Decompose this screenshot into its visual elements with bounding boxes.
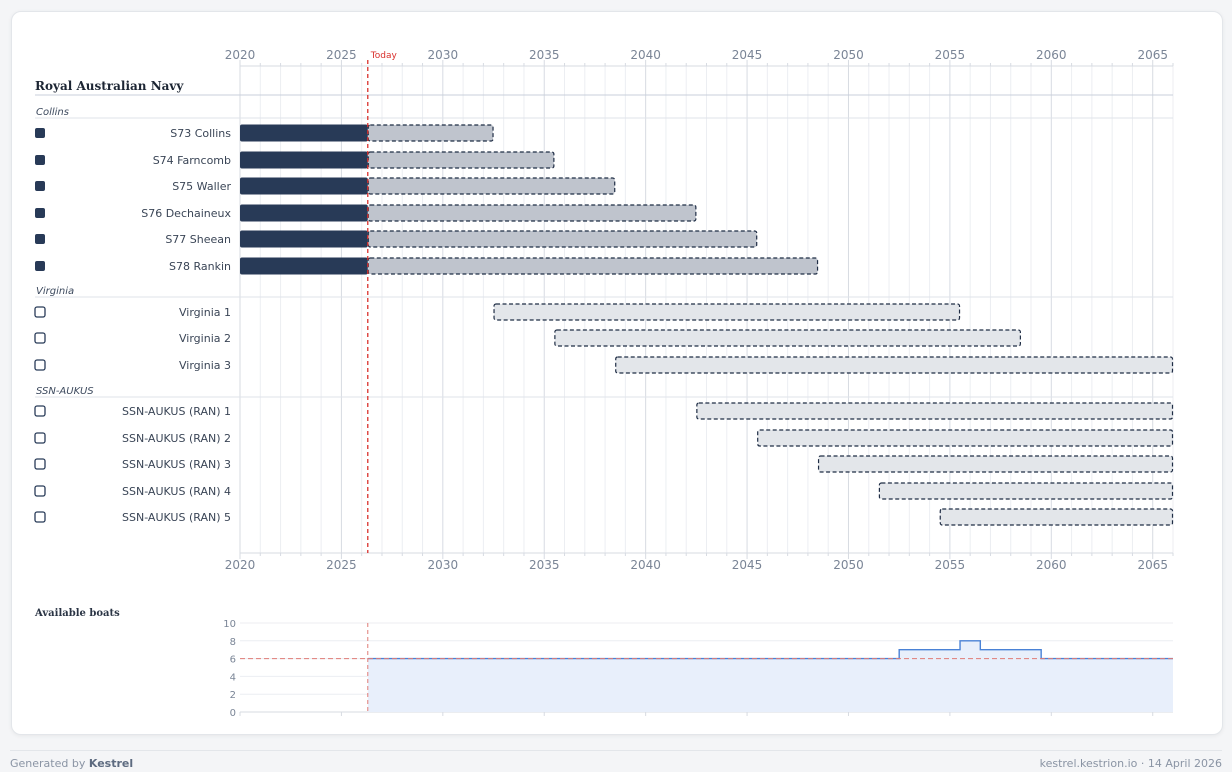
row-label: S78 Rankin (169, 260, 231, 273)
planned-service-bar[interactable] (939, 508, 1174, 526)
planned-service-bar[interactable] (696, 402, 1174, 420)
row-checkbox-checked[interactable] (35, 234, 45, 244)
row-label: SSN-AUKUS (RAN) 4 (122, 485, 231, 498)
row-checkbox-checked[interactable] (35, 155, 45, 165)
row-label: Virginia 2 (179, 332, 231, 345)
group-label: Collins (36, 107, 69, 118)
bottom-axis-tick-label: 2045 (732, 558, 763, 572)
availability-y-tick-label: 6 (230, 655, 236, 666)
top-axis-tick-label: 2040 (630, 48, 661, 62)
row-checkbox[interactable] (34, 405, 46, 417)
active-service-bar[interactable] (240, 230, 368, 248)
availability-title: Available boats (34, 608, 120, 619)
fleet-gantt-chart: 2020 2020 2025 2025 2030 2030 2035 2035 2040 2040… (34, 48, 1174, 719)
planned-service-bar[interactable] (554, 329, 1021, 347)
today-label: Today (370, 51, 398, 61)
planned-service-bar[interactable] (757, 429, 1174, 447)
row-label: S74 Farncomb (153, 154, 231, 167)
footer-generated-label: Generated by (10, 757, 86, 770)
bottom-axis-tick-label: 2035 (529, 558, 560, 572)
row-checkbox[interactable] (34, 458, 46, 470)
footer-date: 14 April 2026 (1147, 757, 1222, 770)
row-label: SSN-AUKUS (RAN) 2 (122, 432, 231, 445)
bottom-axis-tick-label: 2065 (1137, 558, 1168, 572)
planned-service-bar[interactable] (493, 303, 961, 321)
active-service-bar[interactable] (240, 151, 368, 169)
bottom-axis-tick-label: 2040 (630, 558, 661, 572)
row-checkbox-checked[interactable] (35, 128, 45, 138)
footer-credit: Generated by Kestrel (10, 757, 133, 770)
top-axis-tick-label: 2055 (935, 48, 966, 62)
row-label: S75 Waller (172, 180, 231, 193)
top-axis-tick-label: 2050 (833, 48, 864, 62)
row-label: SSN-AUKUS (RAN) 3 (122, 458, 231, 471)
availability-y-tick-label: 2 (230, 690, 236, 701)
row-checkbox[interactable] (34, 332, 46, 344)
row-checkbox-checked[interactable] (35, 181, 45, 191)
bottom-axis-tick-label: 2020 (225, 558, 256, 572)
footer: Generated by Kestrel kestrel.kestrion.io… (10, 750, 1222, 772)
planned-service-bar[interactable] (817, 455, 1174, 473)
row-checkbox[interactable] (34, 432, 46, 444)
planned-service-bar[interactable] (367, 151, 555, 169)
chart-title: Royal Australian Navy (35, 79, 184, 93)
planned-service-bar[interactable] (878, 482, 1174, 500)
availability-area (367, 640, 1174, 712)
group-label: Virginia (36, 286, 74, 297)
row-checkbox[interactable] (34, 511, 46, 523)
row-label: S77 Sheean (165, 233, 231, 246)
footer-separator: · (1140, 757, 1145, 770)
top-axis-tick-label: 2035 (529, 48, 560, 62)
availability-line[interactable] (367, 640, 1173, 660)
row-label: S73 Collins (170, 127, 231, 140)
planned-service-bar[interactable] (367, 177, 616, 195)
group-label: SSN-AUKUS (36, 386, 94, 397)
active-service-bar[interactable] (240, 257, 368, 275)
top-axis-tick-label: 2030 (428, 48, 459, 62)
bottom-axis-tick-label: 2055 (935, 558, 966, 572)
active-service-bar[interactable] (240, 177, 368, 195)
row-label: S76 Dechaineux (141, 207, 231, 220)
top-axis-tick-label: 2060 (1036, 48, 1067, 62)
bottom-axis-tick-label: 2060 (1036, 558, 1067, 572)
active-service-bar[interactable] (240, 204, 368, 222)
active-service-bar[interactable] (240, 124, 368, 142)
bottom-axis-tick-label: 2030 (428, 558, 459, 572)
planned-service-bar[interactable] (367, 257, 819, 275)
row-label: SSN-AUKUS (RAN) 5 (122, 511, 231, 524)
planned-service-bar[interactable] (615, 356, 1174, 374)
row-label: Virginia 3 (179, 359, 231, 372)
row-label: SSN-AUKUS (RAN) 1 (122, 405, 231, 418)
row-label: Virginia 1 (179, 306, 231, 319)
planned-service-bar[interactable] (367, 230, 758, 248)
footer-site[interactable]: kestrel.kestrion.io (1039, 757, 1138, 770)
footer-brand: Kestrel (88, 757, 134, 770)
planned-service-bar[interactable] (367, 124, 494, 142)
planned-service-bar[interactable] (367, 204, 697, 222)
row-checkbox-checked[interactable] (35, 208, 45, 218)
bottom-axis-tick-label: 2025 (326, 558, 357, 572)
availability-y-tick-label: 4 (230, 672, 236, 683)
top-axis-tick-label: 2065 (1137, 48, 1168, 62)
availability-y-tick-label: 8 (230, 637, 236, 648)
availability-y-tick-label: 0 (230, 708, 236, 719)
top-axis-tick-label: 2020 (225, 48, 256, 62)
bottom-axis-tick-label: 2050 (833, 558, 864, 572)
availability-y-tick-label: 10 (223, 619, 236, 630)
row-checkbox[interactable] (34, 359, 46, 371)
row-checkbox[interactable] (34, 306, 46, 318)
top-axis-tick-label: 2025 (326, 48, 357, 62)
footer-site-date: kestrel.kestrion.io · 14 April 2026 (1040, 757, 1222, 770)
row-checkbox[interactable] (34, 485, 46, 497)
row-checkbox-checked[interactable] (35, 261, 45, 271)
top-axis-tick-label: 2045 (732, 48, 763, 62)
